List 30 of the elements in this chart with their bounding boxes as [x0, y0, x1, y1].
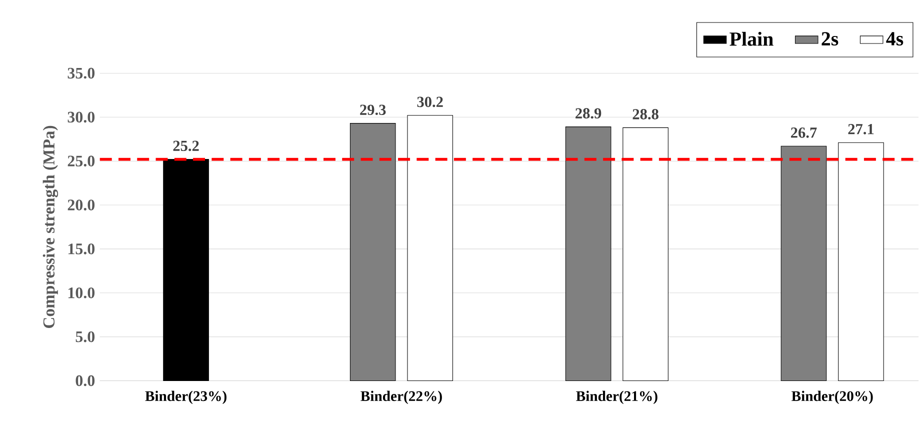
legend-label: 2s — [822, 32, 838, 46]
x-tick-label: Binder(22%) — [360, 390, 442, 404]
y-tick-label: 5.0 — [76, 331, 95, 342]
data-label: 25.2 — [173, 140, 199, 152]
data-label: 27.1 — [848, 124, 874, 134]
bar — [565, 126, 612, 381]
data-label: 28.8 — [632, 109, 658, 120]
x-tick-label: Binder(21%) — [576, 390, 658, 404]
x-tick-label: Binder(23%) — [145, 390, 226, 404]
y-tick-label: 15.0 — [68, 244, 95, 254]
bar — [163, 159, 209, 381]
y-tick-label: 30.0 — [68, 112, 95, 123]
bar — [622, 127, 668, 381]
data-label: 29.3 — [360, 104, 386, 116]
data-label: 30.2 — [417, 96, 443, 108]
y-axis-title: Compressive strength (MPa) — [42, 126, 58, 328]
y-tick-label: 20.0 — [68, 200, 95, 210]
legend-label: Plain — [730, 32, 774, 46]
bar — [407, 115, 453, 381]
bar — [838, 142, 884, 381]
x-tick-label: Binder(20%) — [792, 390, 873, 404]
y-tick-label: 0.0 — [76, 375, 95, 386]
bar — [350, 123, 396, 381]
y-tick-label: 25.0 — [68, 156, 95, 167]
legend-label: 4s — [886, 32, 904, 46]
y-tick-label: 35.0 — [68, 68, 95, 79]
bar — [780, 146, 827, 381]
data-label: 28.9 — [576, 108, 602, 119]
y-tick-label: 10.0 — [68, 287, 95, 298]
data-label: 26.7 — [790, 128, 817, 138]
